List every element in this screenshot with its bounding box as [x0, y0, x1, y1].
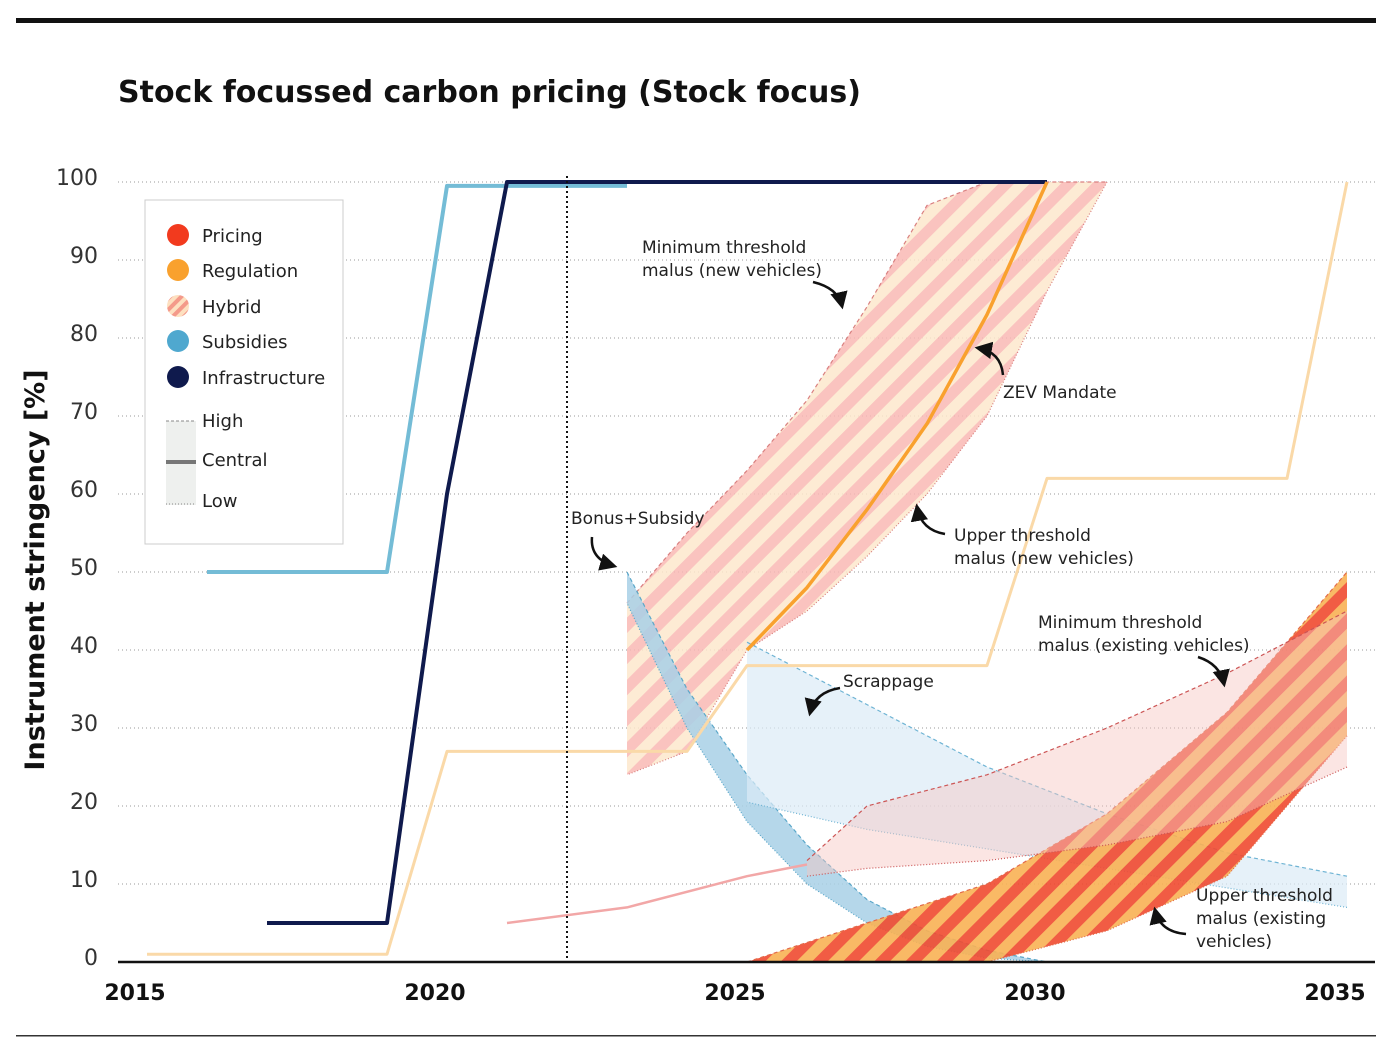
legend-label-low: Low [202, 491, 237, 512]
band-bonus-subsidy [627, 572, 1047, 962]
y-tick-label: 0 [84, 946, 98, 971]
line-zev-mandate [745, 181, 1049, 652]
x-tick-labels: 2015 2020 2025 2030 2035 [104, 981, 1365, 1006]
legend-label-hybrid: Hybrid [202, 297, 261, 318]
band-low-edge-minimum-threshold-malus-existing-vehicles [747, 735, 1348, 963]
y-tick-label: 60 [70, 478, 98, 503]
band-high-edge-scrappage [746, 641, 1348, 877]
legend-label-subsidies: Subsidies [202, 332, 288, 353]
chart-title: Stock focussed carbon pricing (Stock foc… [118, 75, 861, 110]
annotation-bonus: Bonus+Subsidy [571, 509, 705, 529]
annotation-min-exist-line2: malus (existing vehicles) [1038, 636, 1250, 656]
legend: Pricing Regulation Hybrid Subsidies Infr… [144, 199, 344, 545]
y-tick-label: 80 [70, 322, 98, 347]
legend-label-high: High [202, 411, 243, 432]
legend-swatch-infrastructure [167, 366, 189, 388]
y-tick-label: 20 [70, 790, 98, 815]
annotation-min-exist-line1: Minimum threshold [1038, 613, 1202, 633]
legend-swatch-subsidies [167, 330, 189, 352]
x-tick-label: 2025 [704, 981, 765, 1006]
band-high-edge-minimum-threshold-malus-existing-vehicles [746, 571, 1348, 963]
top-rule [16, 18, 1376, 23]
series-lines [147, 180, 1349, 956]
legend-swatch-pricing [167, 224, 189, 246]
y-tick-label: 50 [70, 556, 98, 581]
annotation-upper-exist-line3: vehicles) [1196, 932, 1272, 952]
annotation-scrappage: Scrappage [843, 672, 934, 692]
annotation-min-new-line1: Minimum threshold [642, 238, 806, 258]
annotation-upper-new-line1: Upper threshold [954, 526, 1091, 546]
legend-label-infrastructure: Infrastructure [202, 368, 325, 389]
arrow-scrappage [804, 686, 841, 717]
arrow-upper-new [910, 503, 946, 536]
y-tick-label: 90 [70, 244, 98, 269]
y-axis-label: Instrument stringency [%] [20, 369, 51, 770]
bottom-rule [16, 1035, 1376, 1037]
arrow-bonus [590, 536, 618, 571]
y-tick-label: 100 [56, 166, 98, 191]
band-high-edge-upper-threshold-malus-existing-vehicles [806, 610, 1348, 862]
annotation-min-new-line2: malus (new vehicles) [642, 261, 822, 281]
arrow-zev [974, 341, 1005, 376]
band-high-edge-bonus-subsidy [626, 571, 1048, 963]
bands [626, 181, 1348, 963]
x-tick-label: 2030 [1004, 981, 1065, 1006]
y-tick-label: 30 [70, 712, 98, 737]
legend-swatch-hybrid [167, 295, 189, 317]
y-tick-labels: 0 10 20 30 40 50 60 70 80 90 100 [56, 166, 98, 971]
line-pricing [506, 863, 808, 925]
line-infrastructure [267, 180, 1047, 925]
line-regulation [147, 181, 1349, 956]
y-tick-label: 10 [70, 868, 98, 893]
arrow-min-new [812, 280, 848, 310]
band-upper-threshold-malus-existing-vehicles [807, 611, 1347, 877]
x-tick-label: 2035 [1304, 981, 1365, 1006]
legend-label-pricing: Pricing [202, 226, 263, 247]
x-tick-label: 2015 [104, 981, 165, 1006]
annotation-upper-exist-line2: malus (existing [1196, 909, 1326, 929]
band-minimum-threshold-malus-existing-vehicles [747, 572, 1347, 962]
line-subsidies [207, 183, 627, 574]
annotation-zev: ZEV Mandate [1003, 383, 1117, 403]
annotation-upper-new-line2: malus (new vehicles) [954, 549, 1134, 569]
annotation-upper-exist-line1: Upper threshold [1196, 886, 1333, 906]
y-tick-label: 70 [70, 400, 98, 425]
legend-label-regulation: Regulation [202, 261, 298, 282]
x-tick-label: 2020 [404, 981, 465, 1006]
annotations: Minimum threshold malus (new vehicles) Z… [571, 238, 1333, 952]
legend-swatch-regulation [167, 259, 189, 281]
legend-label-central: Central [202, 450, 268, 471]
band-minimum-threshold-malus-new-vehicles [627, 182, 1107, 775]
y-tick-label: 40 [70, 634, 98, 659]
arrow-min-exist [1197, 655, 1230, 688]
arrow-upper-exist [1149, 906, 1187, 936]
